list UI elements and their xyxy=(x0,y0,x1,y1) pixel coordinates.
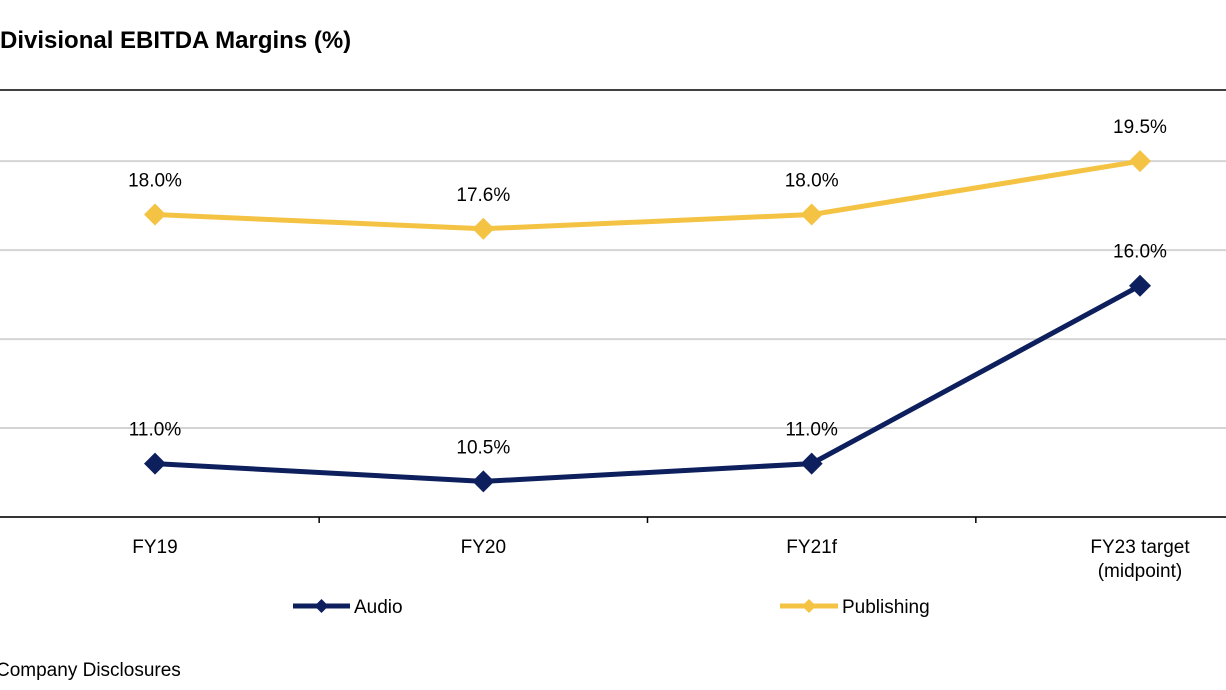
data-label: 10.5% xyxy=(456,437,510,458)
data-label: 11.0% xyxy=(129,420,182,441)
legend-label: Publishing xyxy=(842,597,930,618)
series-line-publishing xyxy=(154,158,1141,232)
data-point-marker xyxy=(144,452,166,475)
x-tick-labels: FY19 FY20 FY21f FY23 target (midpoint) xyxy=(132,537,1190,582)
data-label: 16.0% xyxy=(1113,242,1167,263)
data-point-marker xyxy=(144,203,166,226)
legend: Audio Publishing xyxy=(293,597,930,618)
series-line-audio xyxy=(154,283,1142,484)
legend-item-publishing: Publishing xyxy=(780,597,930,618)
data-point-marker xyxy=(800,203,823,226)
x-tick-label: FY19 xyxy=(132,537,177,558)
data-labels: 11.0% 10.5% 11.0% 16.0% 18.0% 17.6% 18.0% 19.5% xyxy=(128,117,1167,458)
legend-swatch-marker xyxy=(314,599,329,613)
data-label: 18.0% xyxy=(785,171,839,192)
source-note: Company Disclosures xyxy=(0,660,181,681)
data-label: 18.0% xyxy=(128,171,182,192)
legend-swatch-marker xyxy=(802,599,816,613)
x-tick-label: FY23 target xyxy=(1090,537,1190,558)
series-group xyxy=(144,150,1151,493)
data-label: 11.0% xyxy=(785,420,838,441)
data-point-marker xyxy=(1128,150,1151,173)
data-point-marker xyxy=(1128,274,1151,297)
x-axis xyxy=(0,89,1226,523)
data-point-marker xyxy=(800,452,823,475)
legend-label: Audio xyxy=(354,597,403,618)
data-label: 19.5% xyxy=(1113,117,1167,138)
x-tick-label: FY21f xyxy=(786,537,837,558)
data-point-marker xyxy=(472,217,495,240)
chart-title: Divisional EBITDA Margins (%) xyxy=(0,27,351,54)
x-tick-label: (midpoint) xyxy=(1098,561,1182,582)
x-tick-label: FY20 xyxy=(461,537,506,558)
data-point-marker xyxy=(472,470,495,493)
legend-item-audio: Audio xyxy=(293,597,403,618)
data-label: 17.6% xyxy=(456,185,510,206)
